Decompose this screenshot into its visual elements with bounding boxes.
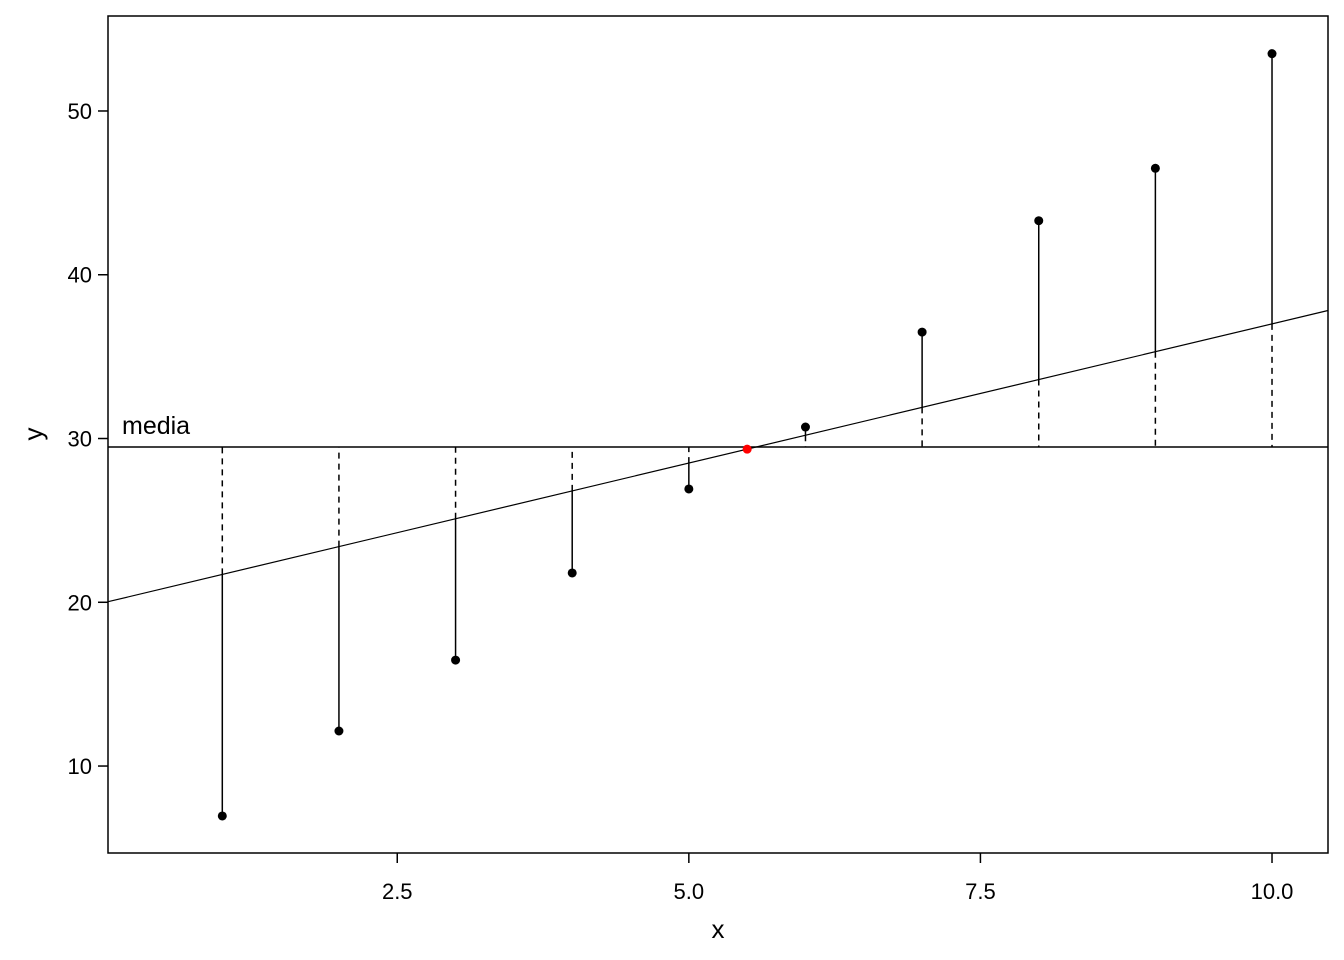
x-axis-label: x xyxy=(712,914,725,944)
mean-point xyxy=(742,444,752,454)
plot-frame xyxy=(107,15,1329,854)
data-point xyxy=(800,422,810,432)
y-tick-label: 40 xyxy=(68,263,92,288)
data-point xyxy=(1034,216,1044,226)
x-tick-label: 7.5 xyxy=(965,879,996,904)
y-tick-label: 30 xyxy=(68,427,92,452)
data-point xyxy=(451,655,461,665)
x-tick-label: 10.0 xyxy=(1251,879,1294,904)
mean-label: media xyxy=(122,412,190,440)
data-point xyxy=(334,726,344,736)
x-tick-label: 2.5 xyxy=(382,879,413,904)
y-tick-label: 10 xyxy=(68,754,92,779)
y-tick-label: 50 xyxy=(68,99,92,124)
data-point xyxy=(217,811,227,821)
fitted-line xyxy=(107,309,1329,603)
y-axis-label: y xyxy=(18,428,48,441)
data-point xyxy=(684,484,694,494)
x-tick-label: 5.0 xyxy=(674,879,705,904)
data-point xyxy=(917,327,927,337)
data-point xyxy=(1267,49,1277,59)
y-tick-label: 20 xyxy=(68,590,92,615)
data-point xyxy=(567,568,577,578)
data-point xyxy=(1150,163,1160,173)
